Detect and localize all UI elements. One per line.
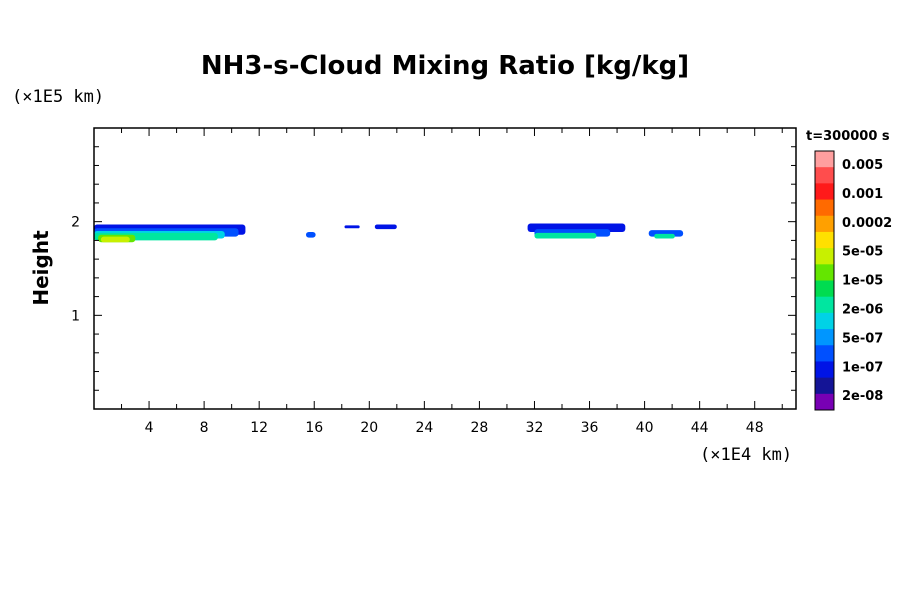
colorbar-frame — [814, 150, 835, 411]
colorbar-swatch — [815, 215, 834, 233]
x-tick-label: 40 — [636, 420, 654, 436]
colorbar-swatch — [815, 312, 834, 330]
time-label: t=300000 s — [806, 129, 890, 144]
colorbar-label: 5e-05 — [842, 245, 883, 260]
y-tick-label: 1 — [71, 308, 80, 324]
x-tick-label: 4 — [145, 420, 154, 436]
colorbar-swatch — [815, 361, 834, 379]
x-tick-label: 28 — [470, 420, 488, 436]
cloud-cells — [94, 223, 684, 243]
chart-title: NH3-s-Cloud Mixing Ratio [kg/kg] — [201, 51, 689, 81]
x-tick-label: 24 — [415, 420, 433, 436]
colorbar-swatch — [815, 264, 834, 281]
colorbar-label: 2e-08 — [842, 389, 883, 404]
colorbar-label: 0.001 — [842, 187, 883, 202]
y-scale-note: (×1E5 km) — [12, 87, 104, 107]
plot-frame — [93, 127, 797, 410]
y-tick-label: 2 — [71, 215, 80, 231]
x-tick-label: 12 — [250, 420, 268, 436]
colorbar-swatch — [815, 167, 834, 184]
cloud-cell-8 — [374, 224, 397, 230]
colorbar-swatch — [815, 183, 834, 201]
colorbar-label: 1e-05 — [842, 274, 883, 289]
cloud-cell-7 — [344, 225, 360, 229]
colorbar-swatch — [815, 393, 834, 411]
colorbar: 0.005 0.001 0.0002 5e-05 1e-05 2e-06 5e-07 1e-0… — [814, 150, 892, 411]
colorbar-swatch — [815, 280, 834, 298]
y-axis-label: Height — [29, 230, 53, 306]
x-tick-label: 20 — [360, 420, 378, 436]
colorbar-swatch — [815, 248, 834, 265]
x-tick-label: 36 — [581, 420, 599, 436]
x-tick-label: 16 — [305, 420, 323, 436]
colorbar-swatch — [815, 329, 834, 346]
cloud-cell-6 — [305, 231, 316, 238]
cloud-cell-5 — [100, 236, 130, 243]
colorbar-label: 5e-07 — [842, 331, 883, 346]
colorbar-label: 1e-07 — [842, 360, 883, 375]
colorbar-swatch — [815, 345, 834, 362]
cloud-cell-11 — [534, 232, 597, 239]
colorbar-label: 0.005 — [842, 158, 883, 173]
x-tick-label: 8 — [200, 420, 209, 436]
x-tick-label: 48 — [746, 420, 764, 436]
colorbar-swatch — [815, 231, 834, 249]
colorbar-swatch — [815, 296, 834, 314]
plot-background — [94, 128, 796, 409]
colorbar-label: 0.0002 — [842, 216, 892, 231]
x-tick-label: 32 — [526, 420, 544, 436]
colorbar-swatch — [815, 151, 834, 168]
colorbar-label: 2e-06 — [842, 303, 883, 318]
x-scale-note: (×1E4 km) — [700, 445, 792, 465]
colorbar-swatch — [815, 199, 834, 217]
colorbar-swatch — [815, 377, 834, 395]
cloud-cell-13 — [654, 233, 675, 239]
x-tick-label: 44 — [691, 420, 709, 436]
